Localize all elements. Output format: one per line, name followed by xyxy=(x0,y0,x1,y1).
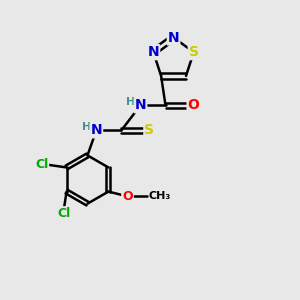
Text: O: O xyxy=(122,190,133,202)
Text: N: N xyxy=(135,98,146,112)
Text: O: O xyxy=(188,98,200,112)
Text: Cl: Cl xyxy=(35,158,48,171)
Text: N: N xyxy=(91,123,102,137)
Text: H: H xyxy=(82,122,92,132)
Text: S: S xyxy=(189,45,199,59)
Text: H: H xyxy=(126,97,136,107)
Text: Cl: Cl xyxy=(57,207,70,220)
Text: N: N xyxy=(168,31,179,44)
Text: S: S xyxy=(144,123,154,137)
Text: CH₃: CH₃ xyxy=(149,191,171,201)
Text: N: N xyxy=(148,45,159,59)
